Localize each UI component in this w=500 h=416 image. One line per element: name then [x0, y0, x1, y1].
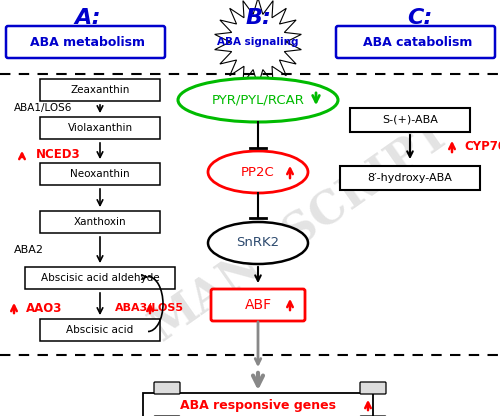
- Text: A:: A:: [75, 8, 101, 28]
- Text: NCED3: NCED3: [36, 149, 80, 161]
- Text: Zeaxanthin: Zeaxanthin: [70, 85, 130, 95]
- Text: 8′-hydroxy-ABA: 8′-hydroxy-ABA: [368, 173, 452, 183]
- Text: CYP707A: CYP707A: [464, 141, 500, 154]
- FancyBboxPatch shape: [143, 393, 373, 416]
- Text: Xanthoxin: Xanthoxin: [74, 217, 126, 227]
- Text: Abscisic acid: Abscisic acid: [66, 325, 134, 335]
- Text: ABA3/LOS5: ABA3/LOS5: [115, 303, 184, 313]
- Text: MANUSCRIPT: MANUSCRIPT: [142, 111, 458, 349]
- FancyBboxPatch shape: [336, 26, 495, 58]
- FancyBboxPatch shape: [6, 26, 165, 58]
- Text: Violaxanthin: Violaxanthin: [68, 123, 132, 133]
- Text: Abscisic acid aldehyde: Abscisic acid aldehyde: [40, 273, 160, 283]
- FancyBboxPatch shape: [40, 117, 160, 139]
- Polygon shape: [214, 0, 302, 86]
- FancyBboxPatch shape: [360, 382, 386, 394]
- FancyBboxPatch shape: [340, 166, 480, 190]
- FancyBboxPatch shape: [350, 108, 470, 132]
- Text: ABA2: ABA2: [14, 245, 44, 255]
- Text: Neoxanthin: Neoxanthin: [70, 169, 130, 179]
- Text: B:: B:: [245, 8, 271, 28]
- FancyBboxPatch shape: [40, 79, 160, 101]
- FancyBboxPatch shape: [25, 267, 175, 289]
- Text: C:: C:: [408, 8, 432, 28]
- Ellipse shape: [178, 78, 338, 122]
- Text: ABA metabolism: ABA metabolism: [30, 35, 146, 49]
- Text: AAO3: AAO3: [26, 302, 63, 314]
- FancyBboxPatch shape: [40, 319, 160, 341]
- Ellipse shape: [208, 222, 308, 264]
- Text: S-(+)-ABA: S-(+)-ABA: [382, 115, 438, 125]
- Text: ABA catabolism: ABA catabolism: [364, 35, 472, 49]
- FancyBboxPatch shape: [154, 382, 180, 394]
- Text: PYR/PYL/RCAR: PYR/PYL/RCAR: [212, 94, 304, 106]
- Text: ABA responsive genes: ABA responsive genes: [180, 399, 336, 411]
- FancyBboxPatch shape: [40, 163, 160, 185]
- Text: ABA1/LOS6: ABA1/LOS6: [14, 103, 72, 113]
- Text: ABA signaling: ABA signaling: [217, 37, 299, 47]
- Ellipse shape: [208, 151, 308, 193]
- Text: PP2C: PP2C: [241, 166, 275, 178]
- Text: SnRK2: SnRK2: [236, 237, 280, 250]
- FancyBboxPatch shape: [211, 289, 305, 321]
- FancyBboxPatch shape: [40, 211, 160, 233]
- Text: ABF: ABF: [244, 298, 272, 312]
